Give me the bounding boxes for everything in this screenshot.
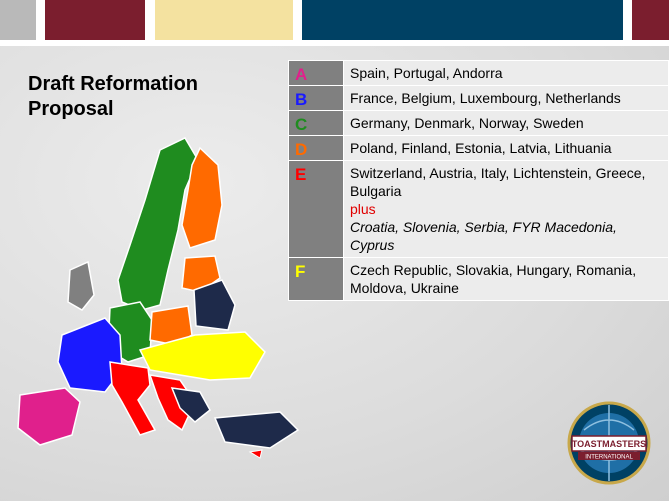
- map-region-e-cyprus: [248, 449, 263, 459]
- table-row: F Czech Republic, Slovakia, Hungary, Rom…: [288, 257, 669, 301]
- header-block-grey: [0, 0, 36, 40]
- table-row: E Switzerland, Austria, Italy, Lichtenst…: [288, 160, 669, 258]
- header-block-maroon-right: [632, 0, 669, 40]
- map-region-a-iberia: [17, 387, 81, 446]
- table-row: B France, Belgium, Luxembourg, Netherlan…: [288, 85, 669, 111]
- slide-title: Draft Reformation Proposal: [28, 73, 199, 120]
- map-region-other-east: [193, 279, 236, 331]
- table-row: D Poland, Finland, Estonia, Latvia, Lith…: [288, 135, 669, 161]
- region-countries: France, Belgium, Luxembourg, Netherlands: [343, 85, 669, 111]
- region-countries: Spain, Portugal, Andorra: [343, 60, 669, 86]
- map-region-e-italy: [109, 361, 157, 436]
- region-letter: D: [288, 135, 344, 161]
- region-letter: A: [288, 60, 344, 86]
- region-countries: Poland, Finland, Estonia, Latvia, Lithua…: [343, 135, 669, 161]
- map-region-e-balkans: [148, 374, 196, 432]
- region-countries: Switzerland, Austria, Italy, Lichtenstei…: [350, 165, 646, 199]
- header-bar: [0, 0, 669, 44]
- header-block-maroon: [45, 0, 145, 40]
- region-letter: B: [288, 85, 344, 111]
- toastmasters-logo: TOASTMASTERS INTERNATIONAL: [567, 401, 651, 485]
- header-block-navy: [302, 0, 623, 40]
- region-countries-cell: Switzerland, Austria, Italy, Lichtenstei…: [343, 160, 669, 258]
- europe-map: [17, 137, 300, 459]
- logo-top-text: TOASTMASTERS: [572, 439, 646, 449]
- map-region-other-balkans: [170, 387, 211, 423]
- region-plus-countries: Croatia, Slovenia, Serbia, FYR Macedonia…: [350, 219, 617, 253]
- region-countries: Germany, Denmark, Norway, Sweden: [343, 110, 669, 136]
- regions-table: A Spain, Portugal, Andorra B France, Bel…: [288, 60, 669, 301]
- map-region-f-east: [138, 331, 266, 381]
- region-letter: C: [288, 110, 344, 136]
- region-letter: F: [288, 257, 344, 301]
- map-region-d-finland: [181, 146, 223, 249]
- table-row: C Germany, Denmark, Norway, Sweden: [288, 110, 669, 136]
- region-letter: E: [288, 160, 344, 258]
- map-region-other-uk: [67, 260, 95, 311]
- map-region-other-turkey: [213, 411, 300, 449]
- region-plus-label: plus: [350, 201, 376, 217]
- region-countries: Czech Republic, Slovakia, Hungary, Roman…: [343, 257, 669, 301]
- header-block-yellow: [155, 0, 293, 40]
- table-row: A Spain, Portugal, Andorra: [288, 60, 669, 86]
- logo-bottom-text: INTERNATIONAL: [585, 455, 633, 461]
